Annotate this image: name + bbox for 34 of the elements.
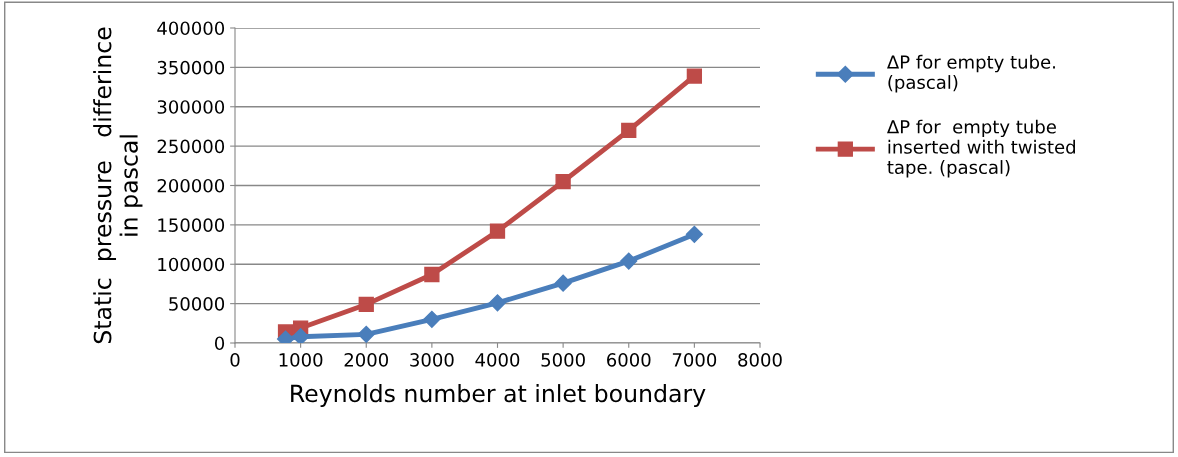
x-tick-label: 8000 xyxy=(738,353,782,367)
y-tick-label: 100000 xyxy=(158,257,225,272)
point xyxy=(423,310,441,328)
x-tick-label: 2000 xyxy=(344,353,389,367)
x-tick-label: 3000 xyxy=(410,353,454,367)
point xyxy=(357,325,375,343)
x-tick-label: 6000 xyxy=(607,353,651,367)
y-axis-title: Static pressure differince in pascal xyxy=(93,27,143,344)
x-tick-label: 4000 xyxy=(475,353,520,367)
y-tick-label: 50000 xyxy=(169,297,225,311)
point xyxy=(489,223,506,239)
point xyxy=(620,252,638,270)
point xyxy=(358,296,374,313)
y-tick-label: 350000 xyxy=(157,60,225,75)
y-tick-label: 200000 xyxy=(157,178,225,193)
legend-label: ΔP for empty tube. (pascal) xyxy=(887,54,1055,93)
y-tick-label: 250000 xyxy=(157,139,225,154)
y-tick-label: 150000 xyxy=(158,218,225,232)
y-tick-label: 0 xyxy=(214,336,225,351)
x-tick-label: 0 xyxy=(230,353,240,367)
point xyxy=(554,274,572,292)
x-axis-title: Reynolds number at inlet boundary xyxy=(291,384,706,407)
legend-label: ΔP for empty tube inserted with twisted tape. (pascal) xyxy=(887,119,1075,178)
y-tick-label: 400000 xyxy=(157,21,225,36)
point xyxy=(488,294,507,312)
point xyxy=(424,266,440,283)
x-tick-label: 7000 xyxy=(672,353,717,367)
point xyxy=(621,122,637,139)
point xyxy=(555,173,571,190)
x-tick-label: 5000 xyxy=(541,353,585,367)
point xyxy=(686,68,703,84)
x-tick-label: 1000 xyxy=(279,353,323,367)
point xyxy=(685,225,703,243)
y-tick-label: 300000 xyxy=(157,100,225,114)
